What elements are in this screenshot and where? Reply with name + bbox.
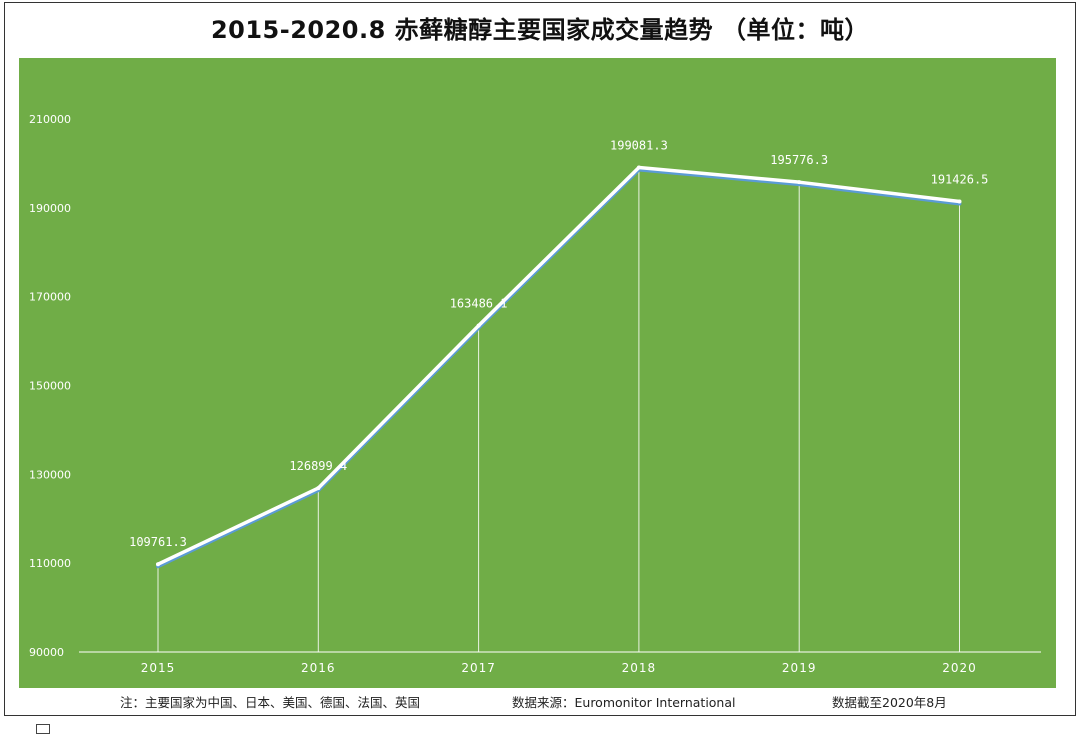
x-tick-label: 2018 (622, 661, 657, 675)
y-tick-label: 110000 (29, 557, 71, 570)
data-point (316, 486, 321, 491)
corner-marker (36, 724, 50, 734)
y-tick-label: 90000 (29, 646, 64, 659)
x-tick-label: 2019 (782, 661, 817, 675)
data-label: 191426.5 (931, 172, 989, 186)
series-line (156, 165, 962, 566)
data-label: 195776.3 (770, 153, 828, 167)
y-tick-label: 150000 (29, 380, 71, 393)
data-point (636, 165, 641, 170)
data-label: 109761.3 (129, 535, 187, 549)
x-tick-label: 2015 (141, 661, 176, 675)
data-label: 163486.1 (450, 297, 508, 311)
line-chart: 90000 110000 130000 150000 170000 190000 21000… (29, 113, 1041, 675)
data-point (476, 323, 481, 328)
x-tick-label: 2020 (942, 661, 977, 675)
data-point (797, 180, 802, 185)
data-point (957, 199, 962, 204)
footer-source: 数据来源：Euromonitor International (512, 695, 736, 710)
data-label: 126899.4 (289, 459, 347, 473)
footer-note: 注：主要国家为中国、日本、美国、德国、法国、英国 (120, 695, 421, 710)
data-label: 199081.3 (610, 138, 668, 152)
data-point (156, 562, 160, 567)
y-tick-label: 210000 (29, 113, 71, 126)
plot-area (19, 58, 1056, 688)
y-tick-label: 170000 (29, 291, 71, 304)
chart-title: 2015-2020.8 赤藓糖醇主要国家成交量趋势 （单位：吨） (210, 16, 870, 44)
x-tick-label: 2016 (301, 661, 336, 675)
footer-cutoff: 数据截至2020年8月 (832, 695, 947, 710)
y-tick-label: 190000 (29, 202, 71, 215)
y-tick-label: 130000 (29, 468, 71, 481)
x-tick-label: 2017 (461, 661, 496, 675)
